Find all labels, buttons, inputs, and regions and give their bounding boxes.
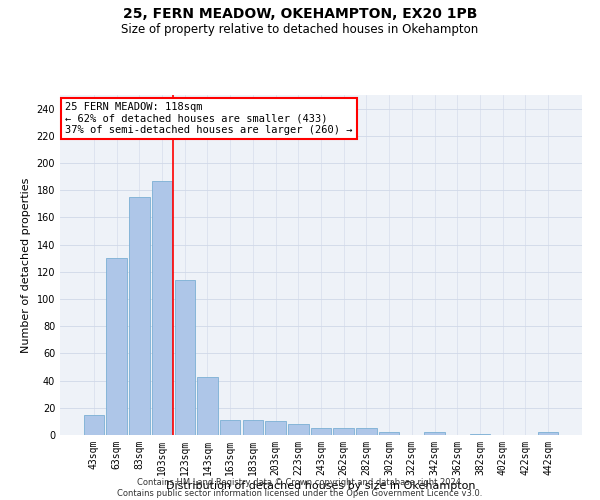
X-axis label: Distribution of detached houses by size in Okehampton: Distribution of detached houses by size … xyxy=(166,480,476,490)
Text: 25, FERN MEADOW, OKEHAMPTON, EX20 1PB: 25, FERN MEADOW, OKEHAMPTON, EX20 1PB xyxy=(123,8,477,22)
Bar xyxy=(106,258,127,435)
Bar xyxy=(152,180,172,435)
Bar xyxy=(84,414,104,435)
Text: 25 FERN MEADOW: 118sqm
← 62% of detached houses are smaller (433)
37% of semi-de: 25 FERN MEADOW: 118sqm ← 62% of detached… xyxy=(65,102,353,135)
Bar xyxy=(242,420,263,435)
Bar xyxy=(470,434,490,435)
Bar xyxy=(265,422,286,435)
Bar xyxy=(220,420,241,435)
Bar xyxy=(311,428,331,435)
Bar xyxy=(356,428,377,435)
Bar xyxy=(379,432,400,435)
Bar xyxy=(197,376,218,435)
Bar xyxy=(424,432,445,435)
Y-axis label: Number of detached properties: Number of detached properties xyxy=(21,178,31,352)
Bar xyxy=(175,280,195,435)
Text: Contains HM Land Registry data © Crown copyright and database right 2024.
Contai: Contains HM Land Registry data © Crown c… xyxy=(118,478,482,498)
Bar xyxy=(288,424,308,435)
Text: Size of property relative to detached houses in Okehampton: Size of property relative to detached ho… xyxy=(121,22,479,36)
Bar xyxy=(538,432,558,435)
Bar xyxy=(129,197,149,435)
Bar xyxy=(334,428,354,435)
